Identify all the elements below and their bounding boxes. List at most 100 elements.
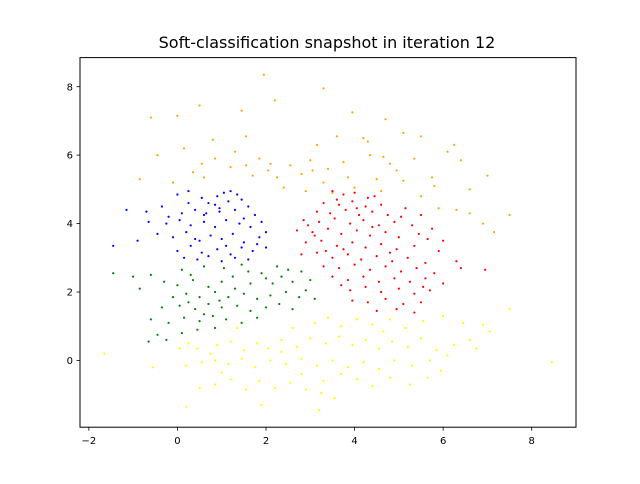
data-point [428, 289, 431, 292]
data-point [461, 321, 465, 324]
data-point [264, 306, 268, 309]
data-point [404, 326, 407, 330]
data-point [225, 318, 228, 321]
data-point [200, 251, 203, 254]
data-point [377, 367, 381, 371]
data-point [295, 229, 299, 232]
data-point [366, 301, 369, 304]
data-point [291, 308, 294, 311]
data-point [269, 162, 272, 165]
data-point [335, 198, 338, 201]
data-point [229, 253, 232, 256]
data-point [213, 326, 217, 330]
x-tick-label: 8 [529, 436, 535, 447]
x-tick-label: −2 [81, 436, 96, 447]
data-point [413, 311, 416, 314]
data-point [430, 227, 434, 230]
data-point [313, 234, 316, 237]
data-point [213, 157, 217, 160]
data-point [364, 338, 367, 342]
data-point [437, 207, 440, 210]
data-point [408, 383, 412, 386]
data-point [189, 244, 192, 247]
data-point [419, 213, 423, 217]
data-point [335, 135, 338, 138]
data-point [399, 215, 403, 218]
data-point [342, 160, 345, 164]
data-point [393, 359, 396, 362]
data-point [249, 282, 252, 285]
data-point [220, 306, 223, 309]
data-point [185, 292, 188, 295]
data-point [406, 345, 409, 348]
data-point [242, 292, 245, 295]
data-point [253, 213, 257, 217]
data-point [233, 150, 237, 153]
data-point [165, 338, 168, 342]
data-point [200, 361, 203, 364]
data-point [182, 316, 186, 319]
x-tick-label: 0 [174, 436, 180, 447]
data-point [446, 150, 449, 153]
data-point [355, 378, 358, 381]
data-point [207, 254, 210, 258]
data-point [187, 189, 190, 193]
data-point [171, 181, 175, 184]
data-point [187, 342, 190, 345]
data-point [344, 208, 347, 211]
data-point [191, 278, 195, 282]
data-point [322, 87, 325, 90]
data-point [291, 326, 294, 330]
data-point [258, 379, 261, 383]
data-point [300, 373, 303, 376]
data-point [484, 268, 487, 271]
data-point [411, 224, 414, 227]
data-point [435, 349, 438, 352]
data-point [459, 159, 462, 162]
plot-frame [79, 57, 577, 428]
data-point [269, 359, 272, 362]
data-point [331, 359, 334, 362]
data-point [492, 231, 496, 234]
data-point [419, 135, 423, 138]
data-point [388, 251, 392, 254]
data-point [242, 241, 245, 244]
data-point [382, 330, 385, 333]
data-point [273, 386, 276, 389]
x-tick-label: 4 [351, 436, 357, 447]
y-tick-label: 2 [67, 288, 73, 299]
data-point [240, 246, 243, 249]
data-point [371, 225, 374, 229]
data-point [355, 318, 358, 321]
data-point [313, 321, 316, 324]
data-point [244, 164, 248, 167]
data-point [446, 354, 449, 357]
data-point [136, 239, 139, 242]
data-point [306, 224, 310, 227]
data-point [211, 314, 214, 318]
data-point [371, 323, 374, 326]
data-point [340, 373, 343, 376]
data-point [362, 136, 365, 140]
data-point [397, 236, 400, 239]
data-point [227, 296, 230, 299]
data-point [213, 225, 217, 229]
data-point [380, 203, 383, 206]
data-point [280, 275, 283, 278]
data-point [247, 270, 250, 273]
data-point [213, 359, 217, 362]
data-point [287, 268, 290, 271]
data-point [380, 189, 383, 193]
data-point [320, 391, 323, 395]
data-point [371, 385, 374, 388]
data-point [322, 265, 325, 268]
data-point [256, 316, 259, 319]
data-point [384, 265, 387, 268]
data-point [220, 237, 223, 241]
data-point [453, 143, 456, 146]
data-point [395, 169, 398, 172]
data-point [229, 340, 232, 343]
data-point [291, 280, 294, 283]
data-point [468, 212, 471, 215]
